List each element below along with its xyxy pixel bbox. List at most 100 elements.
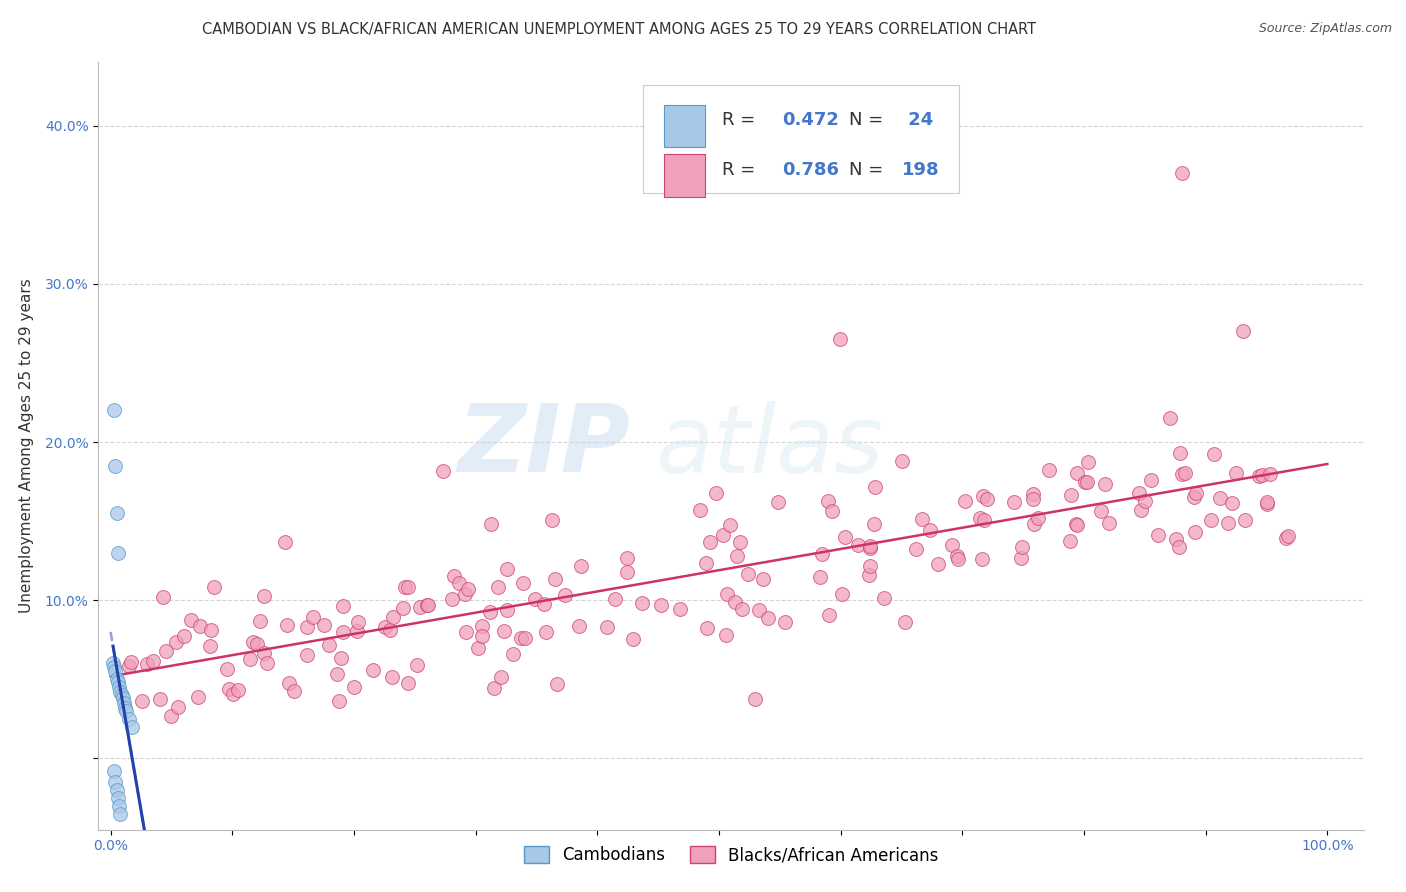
Point [226,683,249,698]
Point [1185,486,1208,500]
Point [808,570,831,584]
Point [274,535,297,549]
Point [811,547,834,561]
Point [418,599,440,613]
Point [202,580,225,594]
Point [456,624,478,639]
Point [725,549,748,563]
Point [180,613,202,627]
Point [346,624,368,638]
Point [616,550,638,565]
Point [512,575,534,590]
Point [859,540,882,554]
Legend: Cambodians, Blacks/African Americans: Cambodians, Blacks/African Americans [517,839,945,871]
Point [911,512,934,526]
Point [246,637,269,651]
Point [467,640,489,655]
Point [253,589,276,603]
Point [457,582,479,596]
Point [1094,477,1116,491]
Point [533,597,555,611]
Point [108,680,131,694]
Point [568,619,591,633]
Point [332,624,354,639]
Point [381,610,404,624]
Point [105,506,128,520]
Point [1022,492,1045,507]
Point [471,629,494,643]
Point [110,688,132,702]
Point [486,580,509,594]
Point [1275,531,1298,545]
Point [374,620,396,634]
Point [650,598,672,612]
Point [326,667,349,681]
Point [941,538,963,552]
Point [312,617,335,632]
Point [1076,475,1098,489]
Point [766,495,789,509]
Point [218,681,240,696]
Point [447,575,470,590]
Point [166,699,188,714]
Point [773,615,796,629]
Point [256,657,278,671]
Point [1247,468,1270,483]
Point [704,486,727,500]
Point [343,681,366,695]
Point [110,685,132,699]
Point [1256,495,1278,509]
Text: Source: ZipAtlas.com: Source: ZipAtlas.com [1258,22,1392,36]
Point [114,700,136,714]
Point [318,638,340,652]
Point [1077,455,1099,469]
Point [863,480,886,494]
Point [378,623,401,637]
Point [1233,513,1256,527]
Point [1225,466,1247,480]
Point [276,617,298,632]
Point [893,615,915,630]
Point [394,580,416,594]
Point [724,595,747,609]
Point [1097,516,1119,530]
Point [363,663,385,677]
Point [1066,517,1088,532]
Point [859,541,882,556]
Point [1133,493,1156,508]
Point [1256,497,1278,511]
Point [103,659,125,673]
Point [432,464,454,478]
Point [103,403,125,417]
Point [1209,491,1232,505]
Point [104,665,127,679]
Point [1004,494,1026,508]
Point [714,628,737,642]
Point [946,549,969,563]
Point [858,567,880,582]
Point [695,556,717,570]
Point [1159,410,1181,425]
Point [821,504,844,518]
Point [381,670,404,684]
Point [834,530,856,544]
Point [198,639,221,653]
Point [756,610,779,624]
Point [752,572,775,586]
Point [1074,475,1097,489]
Point [859,559,882,574]
Point [905,542,928,557]
Point [1277,529,1299,543]
Point [711,528,734,542]
Point [817,494,839,508]
Point [108,798,131,813]
Point [104,775,127,789]
Point [295,620,318,634]
Point [120,655,142,669]
Point [416,599,439,613]
Point [396,676,419,690]
Point [107,546,129,560]
Point [409,599,432,614]
Point [329,651,352,665]
Point [1204,447,1226,461]
